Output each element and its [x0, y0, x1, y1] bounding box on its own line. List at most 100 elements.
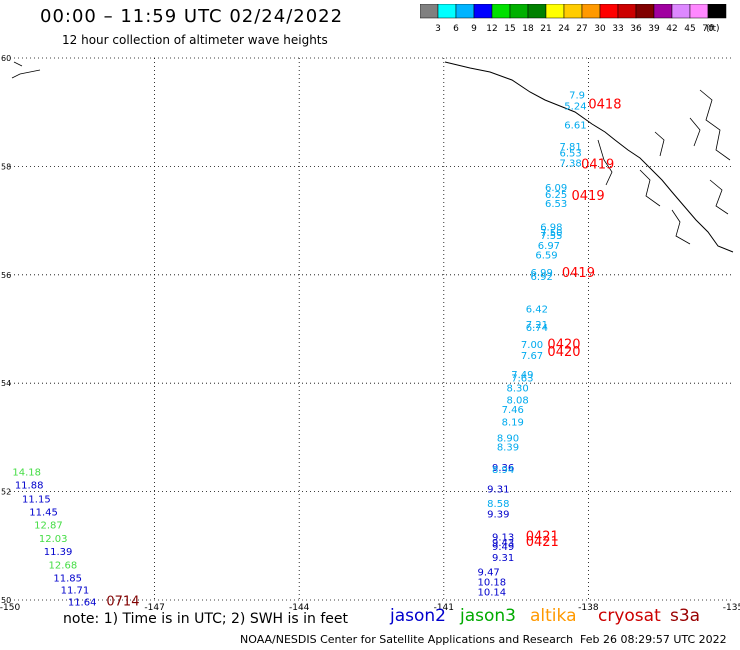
- colorbar-tick-label: 33: [612, 24, 623, 34]
- wave-height-label: 11.15: [22, 494, 51, 505]
- wave-height-label: 6.25: [545, 190, 567, 201]
- satellite-legend-cryosat: cryosat: [598, 606, 661, 626]
- wave-height-label: 6.74: [526, 323, 548, 334]
- wave-height-label: 10.14: [478, 588, 507, 599]
- page-title: 00:00 – 11:59 UTC 02/24/2022: [40, 6, 344, 27]
- wave-height-label: 6.53: [545, 199, 567, 210]
- pass-time-label: 0421: [526, 535, 559, 550]
- credit-text: NOAA/NESDIS Center for Satellite Applica…: [240, 633, 574, 646]
- coastline-west: [11, 61, 41, 79]
- latitude-tick-label: 60: [1, 54, 11, 63]
- latitude-tick-label: 56: [1, 271, 11, 280]
- pass-time-label: 0420: [547, 345, 580, 360]
- generated-timestamp: Feb 26 08:29:57 UTC 2022: [580, 633, 727, 646]
- wave-height-label: 8.39: [497, 442, 519, 453]
- wave-height-label: 7.46: [502, 405, 524, 416]
- wave-height-label: 8.94: [492, 465, 514, 476]
- wave-height-label: 9.31: [492, 553, 514, 564]
- wave-height-label: 7.55: [540, 231, 562, 242]
- colorbar-swatch: [707, 4, 727, 19]
- wave-height-label: 7.81: [559, 142, 581, 153]
- pass-time-label: 0420: [547, 338, 580, 353]
- latitude-tick-label: 50: [1, 596, 11, 605]
- longitude-tick-label: -150: [0, 603, 20, 610]
- pass-time-label: 0418: [588, 97, 621, 112]
- wave-height-label: 9.13: [492, 532, 514, 543]
- satellite-legend-altika: altika: [530, 606, 577, 626]
- wave-height-label: 11.71: [61, 585, 90, 596]
- latitude-tick-label: 54: [1, 379, 11, 388]
- pass-time-label: 0419: [562, 266, 595, 281]
- satellite-legend-s3a: s3a: [670, 606, 701, 626]
- colorbar-tick-label: 9: [471, 24, 477, 34]
- wave-height-label: 11.88: [15, 480, 44, 491]
- wave-height-label: 6.59: [535, 251, 557, 262]
- wave-height-label: 6.61: [564, 120, 586, 131]
- wave-height-label: 8.90: [497, 434, 519, 445]
- colorbar-tick-label: 30: [594, 24, 606, 34]
- wave-height-label: 6.98: [540, 222, 562, 233]
- wave-height-label: 9.43: [492, 538, 514, 549]
- wave-height-label: 14.18: [12, 467, 41, 478]
- colorbar-tick-label: 27: [576, 24, 587, 34]
- wave-height-label: 9.39: [487, 510, 509, 521]
- wave-height-label: 10.18: [478, 577, 507, 588]
- wave-height-label: 8.19: [502, 417, 524, 428]
- wave-height-label: 6.97: [538, 241, 560, 252]
- latitude-tick-label: 52: [1, 488, 11, 497]
- wave-height-label: 9.31: [487, 485, 509, 496]
- colorbar-tick-label: 6: [453, 24, 459, 34]
- longitude-tick-label: -135: [723, 603, 740, 610]
- wave-height-label: 9.36: [492, 463, 514, 474]
- longitude-tick-label: -144: [289, 603, 310, 610]
- colorbar-tick-label: 36: [630, 24, 642, 34]
- colorbar-tick-label: 12: [486, 24, 497, 34]
- page-subtitle: 12 hour collection of altimeter wave hei…: [62, 33, 328, 47]
- wave-height-label: 7.63: [511, 374, 533, 385]
- wave-height-label: 12.87: [34, 520, 63, 531]
- colorbar-tick-label: 45: [684, 24, 695, 34]
- wave-height-label: 7.67: [521, 351, 543, 362]
- wave-height-label: 7.49: [511, 370, 533, 381]
- footer-note: note: 1) Time is in UTC; 2) SWH is in fe…: [63, 611, 349, 627]
- pass-time-label: 0714: [106, 594, 139, 609]
- colorbar-unit: (ft): [706, 24, 720, 34]
- wave-height-label: 5.24: [564, 101, 586, 112]
- longitude-tick-label: -138: [578, 603, 599, 610]
- wave-height-label: 7.50: [540, 228, 562, 239]
- longitude-tick-label: -141: [434, 603, 454, 610]
- coastline-islands: [597, 89, 731, 245]
- pass-time-label: 0419: [572, 189, 605, 204]
- wave-height-label: 6.99: [531, 268, 553, 279]
- latitude-tick-label: 58: [1, 162, 11, 171]
- satellite-legend-jason2: jason2: [390, 606, 446, 626]
- wave-height-label: 9.49: [492, 542, 514, 553]
- colorbar-tick-label: 42: [666, 24, 677, 34]
- coastline: [444, 61, 734, 253]
- wave-height-label: 9.47: [478, 568, 500, 579]
- wave-height-label: 8.08: [506, 395, 528, 406]
- wave-height-map: -150 -147 -144 -141 -138 -135 60 58 56 54 52 50 7.95…: [0, 54, 740, 610]
- wave-height-label: 12.03: [39, 534, 68, 545]
- wave-height-label: 8.58: [487, 499, 509, 510]
- wave-height-label: 8.30: [506, 383, 528, 394]
- colorbar-tick-label: 15: [504, 24, 515, 34]
- wave-height-label: 7.9: [569, 91, 585, 102]
- pass-time-label: 0419: [581, 158, 614, 173]
- wave-height-label: 7.38: [559, 158, 581, 169]
- wave-height-label: 12.68: [49, 561, 78, 572]
- pass-time-label: 0421: [526, 529, 559, 544]
- color-scale-bar: 3 6 9 12 15 18 21 24 27 30 33 36 39 42 45 70(ft): [420, 4, 727, 34]
- wave-height-label: 11.85: [53, 574, 82, 585]
- wave-height-label: 6.09: [545, 183, 567, 194]
- colorbar-tick-label: 70: [702, 24, 714, 34]
- colorbar-tick-label: 18: [522, 24, 534, 34]
- wave-height-label: 6.92: [531, 272, 553, 283]
- colorbar-tick-label: 21: [540, 24, 551, 34]
- wave-height-label: 6.42: [526, 305, 548, 316]
- colorbar-tick-label: 3: [435, 24, 441, 34]
- satellite-legend-jason3: jason3: [460, 606, 516, 626]
- wave-height-label: 11.64: [68, 597, 97, 608]
- colorbar-tick-label: 39: [648, 24, 660, 34]
- wave-height-label: 11.39: [44, 547, 73, 558]
